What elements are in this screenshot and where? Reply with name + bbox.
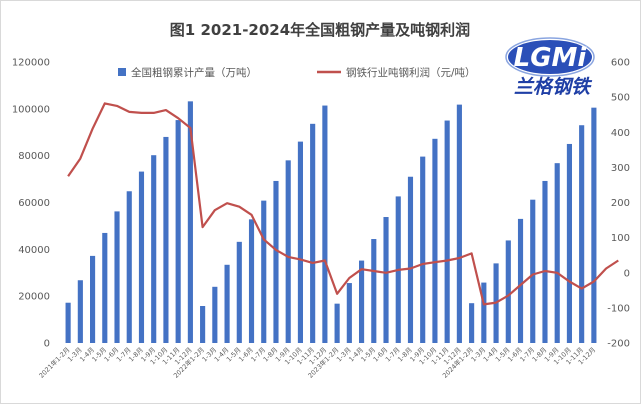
bar bbox=[248, 219, 255, 343]
bar bbox=[481, 282, 487, 343]
bar bbox=[530, 199, 536, 343]
bar bbox=[163, 136, 169, 343]
bar bbox=[310, 123, 316, 343]
right-y-tick-label: 200 bbox=[611, 198, 630, 209]
bar bbox=[542, 180, 548, 343]
bar bbox=[359, 260, 365, 343]
bar bbox=[273, 180, 279, 343]
right-y-axis: -200 -100 0 100 200 300 400 500 600 bbox=[607, 58, 630, 350]
bar bbox=[261, 200, 267, 343]
legend-line-label: 钢铁行业吨钢利润（元/吨） bbox=[346, 66, 476, 79]
bar bbox=[175, 120, 181, 343]
bar bbox=[90, 255, 96, 343]
left-y-tick-label: 80000 bbox=[18, 151, 50, 162]
bar bbox=[224, 264, 230, 343]
left-y-tick-label: 40000 bbox=[18, 245, 50, 256]
bar bbox=[579, 125, 585, 343]
left-y-tick-label: 20000 bbox=[18, 292, 50, 303]
bar bbox=[383, 217, 389, 343]
left-y-tick-label: 60000 bbox=[18, 198, 50, 209]
bar bbox=[444, 120, 450, 344]
bar bbox=[371, 239, 377, 343]
bar bbox=[456, 104, 462, 343]
profit-line bbox=[67, 102, 619, 306]
left-y-tick-label: 0 bbox=[44, 339, 50, 350]
right-y-tick-label: -100 bbox=[607, 303, 630, 314]
bar bbox=[346, 283, 352, 343]
legend: 全国粗钢累计产量（万吨） 钢铁行业吨钢利润（元/吨） bbox=[118, 66, 476, 79]
bar bbox=[102, 232, 108, 343]
bar bbox=[151, 155, 157, 343]
right-y-tick-label: 500 bbox=[611, 93, 630, 104]
bar bbox=[566, 143, 572, 343]
logo-tagline: 兰格钢铁 bbox=[514, 76, 593, 98]
right-y-tick-label: -200 bbox=[607, 339, 630, 350]
chart-title: 图1 2021-2024年全国粗钢产量及吨钢利润 bbox=[170, 21, 470, 39]
left-y-tick-label: 120000 bbox=[12, 58, 50, 69]
bar bbox=[407, 176, 414, 343]
bar bbox=[65, 302, 71, 343]
logo-badge-ring bbox=[505, 37, 595, 77]
bar bbox=[212, 286, 218, 343]
bar bbox=[114, 211, 120, 343]
bar bbox=[591, 107, 597, 343]
right-y-tick-label: 400 bbox=[611, 128, 630, 139]
bar bbox=[297, 141, 303, 343]
bar bbox=[187, 101, 193, 343]
legend-bar-swatch bbox=[118, 68, 126, 76]
bar bbox=[554, 163, 560, 343]
bar bbox=[200, 306, 206, 343]
left-y-axis: 0 20000 40000 60000 80000 100000 120000 bbox=[12, 58, 50, 350]
right-y-tick-label: 0 bbox=[624, 268, 630, 279]
bar bbox=[432, 138, 438, 343]
right-y-tick-label: 100 bbox=[611, 233, 630, 244]
legend-bar-label: 全国粗钢累计产量（万吨） bbox=[131, 66, 257, 79]
bar bbox=[505, 240, 511, 343]
logo-text: LGMi bbox=[514, 43, 588, 73]
bar bbox=[469, 303, 475, 343]
bar bbox=[126, 191, 132, 343]
bar bbox=[236, 241, 242, 343]
bar-series bbox=[65, 101, 597, 344]
bar bbox=[138, 171, 145, 343]
right-y-tick-label: 600 bbox=[611, 58, 630, 69]
right-y-tick-label: 300 bbox=[611, 163, 630, 174]
logo-badge bbox=[508, 40, 592, 74]
bar bbox=[77, 280, 83, 343]
bar bbox=[322, 105, 328, 344]
bar bbox=[285, 160, 291, 343]
bar bbox=[517, 218, 524, 343]
left-y-tick-label: 100000 bbox=[12, 104, 50, 115]
bar bbox=[334, 303, 340, 343]
bar bbox=[420, 156, 426, 343]
logo: LGMi 兰格钢铁 bbox=[505, 37, 595, 98]
